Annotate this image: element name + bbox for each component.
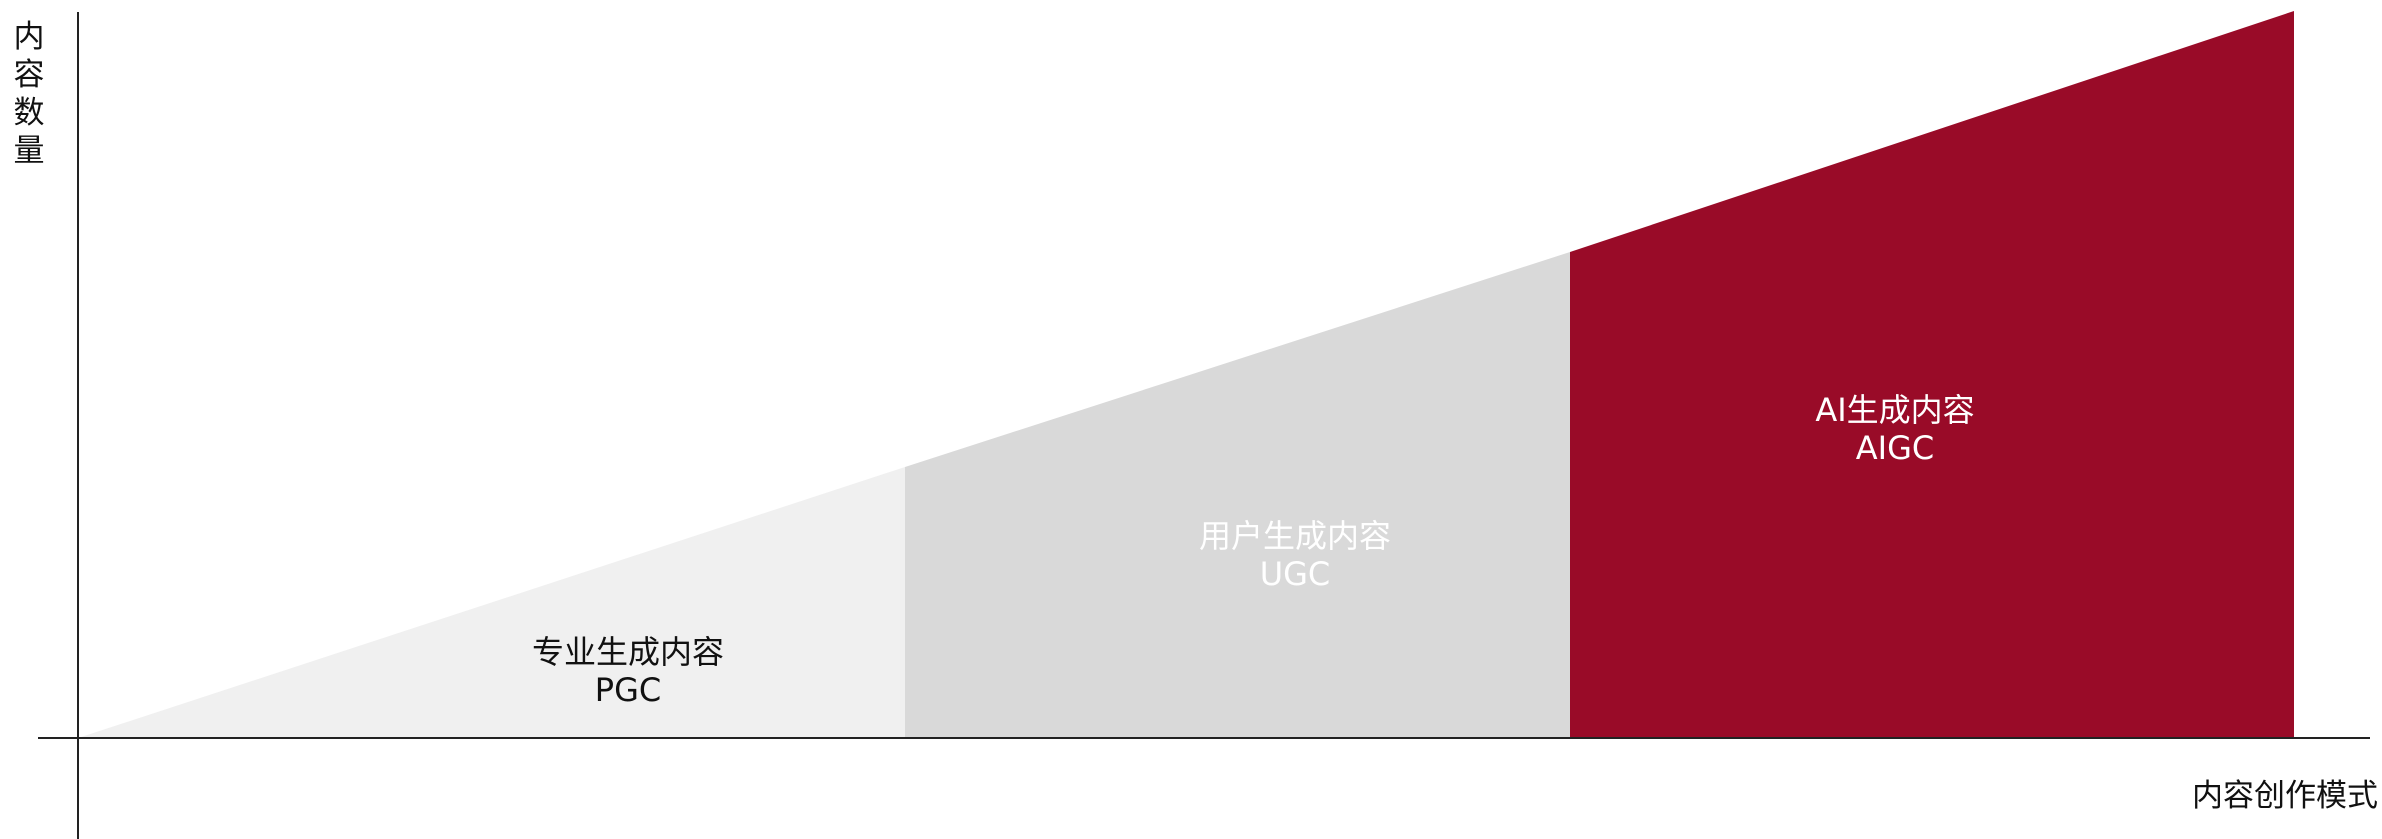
segment-ugc-abbr: UGC: [1259, 555, 1331, 593]
segment-pgc-area: [78, 467, 905, 738]
segment-ugc-area: [905, 252, 1570, 738]
segment-ugc-name: 用户生成内容: [1198, 517, 1392, 555]
segment-pgc-abbr: PGC: [594, 671, 662, 709]
y-axis-label: 内容数量: [13, 19, 45, 169]
segment-ugc-label: 用户生成内容 UGC: [1199, 517, 1391, 593]
x-axis-label: 内容创作模式: [2192, 778, 2378, 814]
segment-pgc-label: 专业生成内容 PGC: [532, 633, 724, 709]
segment-pgc-name: 专业生成内容: [531, 633, 725, 671]
segment-aigc-name: AI生成内容: [1815, 391, 1975, 429]
segment-aigc-area: [1570, 11, 2294, 738]
segment-aigc-label: AI生成内容 AIGC: [1815, 391, 1974, 467]
segment-aigc-abbr: AIGC: [1855, 429, 1935, 467]
